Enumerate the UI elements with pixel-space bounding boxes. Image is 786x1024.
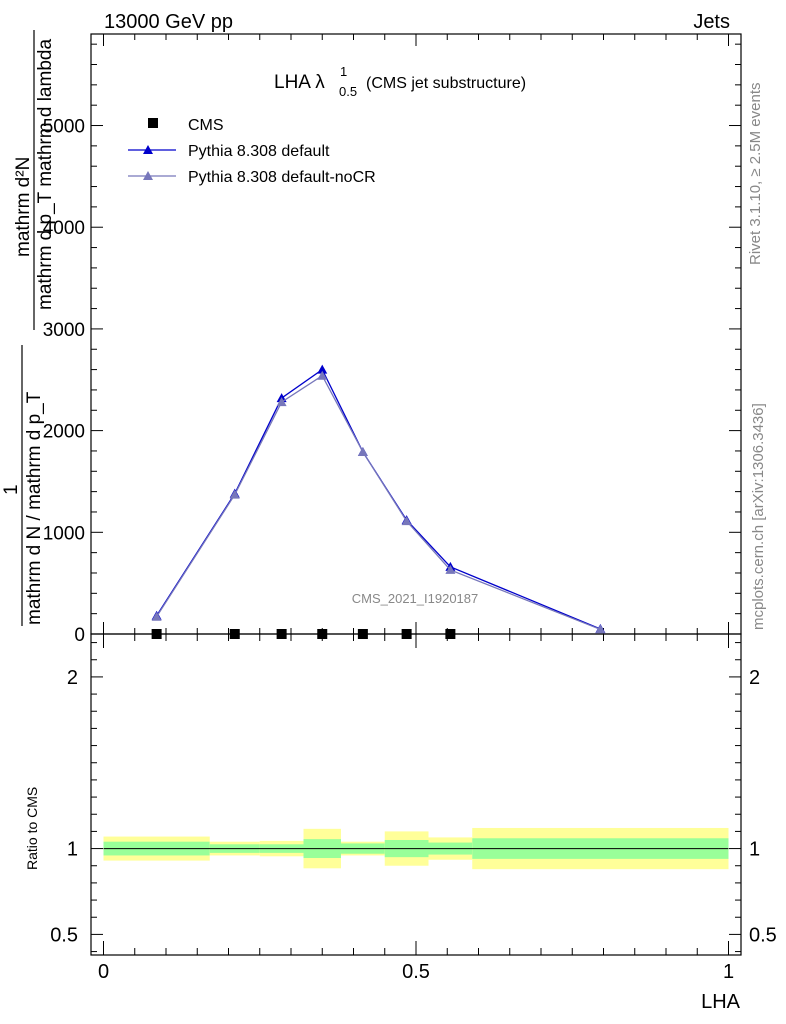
main-ytick-label: 3000 xyxy=(43,320,85,341)
series-layer xyxy=(151,364,606,639)
series-point xyxy=(445,564,456,574)
main-axes: 0 1000 2000 3000 4000 5000 xyxy=(43,33,742,646)
legend-label-default: Pythia 8.308 default xyxy=(188,143,330,160)
cms-data-point xyxy=(317,629,328,639)
xtick-label: 0.5 xyxy=(402,961,430,983)
analysis-watermark: CMS_2021_I1920187 xyxy=(352,591,479,606)
main-ytick-label: 0 xyxy=(74,625,85,646)
main-plot-title: LHA λ 1 0.5 (CMS jet substructure) xyxy=(274,64,526,99)
series-point xyxy=(401,516,412,526)
legend-marker-default-nocr xyxy=(143,171,153,180)
cms-data-point xyxy=(445,629,456,639)
ratio-ytick-label-right: 1 xyxy=(749,839,760,861)
legend: CMS Pythia 8.308 default Pythia 8.308 de… xyxy=(128,117,376,186)
xtick-label: 0 xyxy=(98,961,109,983)
title-suffix: (CMS jet substructure) xyxy=(366,75,526,92)
cms-data-point xyxy=(151,629,162,639)
main-ytick-label: 1000 xyxy=(43,523,85,544)
ratio-ytick-label-right: 0.5 xyxy=(749,924,777,946)
main-y-axis-label: mathrm d²N mathrm d p_T mathrm d lambda … xyxy=(1,39,56,625)
legend-label-cms: CMS xyxy=(188,117,224,134)
legend-label-default-nocr: Pythia 8.308 default-noCR xyxy=(188,169,376,186)
series-point xyxy=(317,364,328,374)
mcplots-label: mcplots.cern.ch [arXiv:1306.3436] xyxy=(750,403,767,630)
ratio-ytick-label: 0.5 xyxy=(50,924,78,946)
header-left-label: 13000 GeV pp xyxy=(104,11,233,33)
title-subscript: 0.5 xyxy=(339,84,357,99)
series-point xyxy=(595,624,606,634)
header-right-label: Jets xyxy=(693,11,730,33)
ratio-axes: 0.5 0.5 1 1 2 2 0 0.5 1 xyxy=(50,633,777,983)
ylabel-numerator: mathrm d²N xyxy=(13,157,34,257)
series-point xyxy=(276,397,287,407)
cms-data-point xyxy=(357,629,368,639)
ylabel-denominator: mathrm d p_T mathrm d lambda xyxy=(35,39,56,310)
cms-data-point xyxy=(401,629,412,639)
title-main: LHA λ xyxy=(274,72,325,93)
cms-data-point xyxy=(229,629,240,639)
cms-data-point xyxy=(276,629,287,639)
ratio-plot-frame xyxy=(90,633,742,956)
legend-marker-default xyxy=(143,145,153,154)
ylabel-prefix-one: 1 xyxy=(1,484,22,495)
ratio-ytick-label: 2 xyxy=(67,667,78,689)
ratio-y-axis-label: Ratio to CMS xyxy=(24,787,40,870)
series-line xyxy=(156,374,601,631)
main-ytick-label: 5000 xyxy=(43,117,85,138)
svg-text:LHA λ: LHA λ xyxy=(274,72,325,93)
main-ytick-label: 2000 xyxy=(43,422,85,443)
rivet-version-label: Rivet 3.1.10, ≥ 2.5M events xyxy=(747,83,764,266)
legend-marker-cms xyxy=(148,118,158,128)
ratio-ytick-label-right: 2 xyxy=(749,667,760,689)
title-superscript: 1 xyxy=(340,64,347,79)
series-point xyxy=(317,370,328,380)
ratio-bands xyxy=(103,827,729,870)
series-point xyxy=(357,446,368,456)
series-point xyxy=(229,489,240,499)
series-point xyxy=(151,611,162,621)
ratio-ytick-label: 1 xyxy=(67,839,78,861)
x-axis-label: LHA xyxy=(701,991,741,1013)
ylabel-prefix-fraction: mathrm d N / mathrm d p_T xyxy=(24,391,45,625)
series-line xyxy=(156,368,601,630)
xtick-label: 1 xyxy=(723,961,734,983)
main-ytick-label: 4000 xyxy=(43,218,85,239)
